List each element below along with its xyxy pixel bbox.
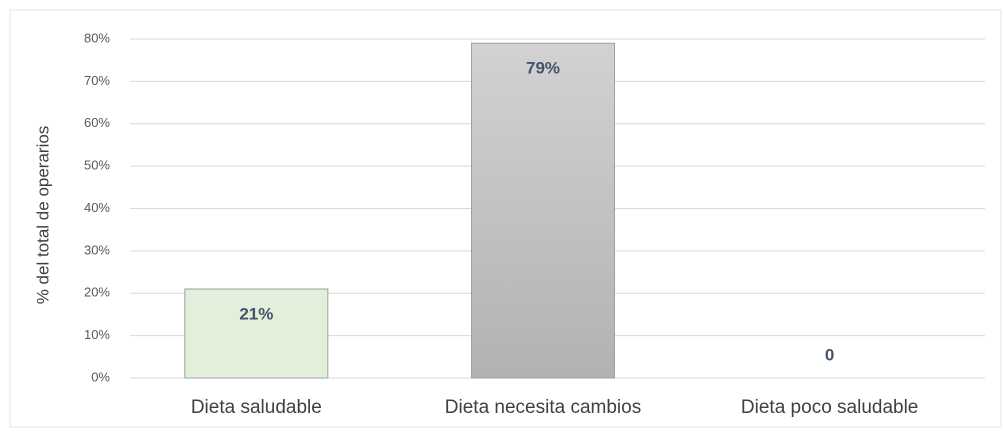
y-tick-label: 0% xyxy=(91,369,110,384)
y-tick-label: 20% xyxy=(84,285,110,300)
x-tick-label: Dieta necesita cambios xyxy=(445,397,641,418)
y-tick-label: 30% xyxy=(84,242,110,257)
value-label: 21% xyxy=(239,304,273,323)
y-axis-label: % del total de operarios xyxy=(33,126,52,305)
x-tick-label: Dieta poco saludable xyxy=(741,397,918,418)
y-tick-label: 80% xyxy=(84,30,110,45)
bar xyxy=(471,42,615,379)
y-tick-label: 50% xyxy=(84,158,110,173)
y-tick-label: 60% xyxy=(84,115,110,130)
chart-frame xyxy=(9,9,1002,428)
x-tick-label: Dieta saludable xyxy=(191,397,322,418)
y-tick-label: 10% xyxy=(84,327,110,342)
y-tick-label: 40% xyxy=(84,200,110,215)
y-tick-label: 70% xyxy=(84,73,110,88)
bar xyxy=(184,288,329,379)
value-label: 0 xyxy=(825,345,834,364)
value-label: 79% xyxy=(526,59,560,78)
